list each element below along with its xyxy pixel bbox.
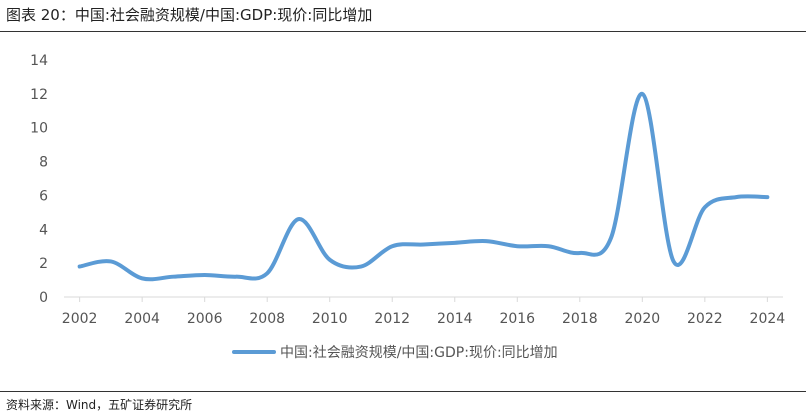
y-axis-labels: 0 2 4 6 8 10 12 14	[30, 53, 48, 306]
y-tick-label: 0	[39, 290, 48, 306]
x-tick-label: 2002	[62, 311, 98, 327]
x-tick-label: 2020	[625, 311, 661, 327]
series-layer	[77, 91, 770, 282]
y-tick-label: 14	[30, 53, 48, 69]
x-axis	[64, 296, 783, 302]
x-tick-label: 2014	[437, 311, 473, 327]
legend-label: 中国:社会融资规模/中国:GDP:现价:同比增加	[280, 345, 558, 361]
x-tick-label: 2018	[562, 311, 598, 327]
x-tick-label: 2010	[312, 311, 348, 327]
x-tick-label: 2022	[687, 311, 723, 327]
figure-title: 图表 20：中国:社会融资规模/中国:GDP:现价:同比增加	[6, 6, 373, 24]
x-tick-label: 2016	[499, 311, 535, 327]
title-divider	[0, 31, 806, 32]
y-tick-label: 2	[39, 256, 48, 272]
x-tick-label: 2024	[750, 311, 786, 327]
y-tick-label: 12	[30, 87, 48, 103]
source-note: 资料来源：Wind，五矿证券研究所	[6, 398, 193, 412]
x-axis-labels: 2002 2004 2006 2008 2010 2012 2014 2016 2018 2020…	[62, 311, 785, 327]
source-divider	[0, 391, 806, 392]
series-line	[77, 91, 770, 282]
line-chart: 0 2 4 6 8 10 12 14 2002 2004 2006 2008 2010 2012 2014…	[30, 53, 785, 361]
y-tick-label: 8	[39, 155, 48, 171]
y-tick-label: 6	[39, 188, 48, 204]
legend: 中国:社会融资规模/中国:GDP:现价:同比增加	[232, 345, 558, 361]
x-tick-label: 2006	[187, 311, 223, 327]
x-tick-label: 2004	[124, 311, 160, 327]
x-tick-label: 2008	[249, 311, 285, 327]
y-tick-label: 10	[30, 121, 48, 137]
y-tick-label: 4	[39, 222, 48, 238]
x-tick-label: 2012	[374, 311, 410, 327]
